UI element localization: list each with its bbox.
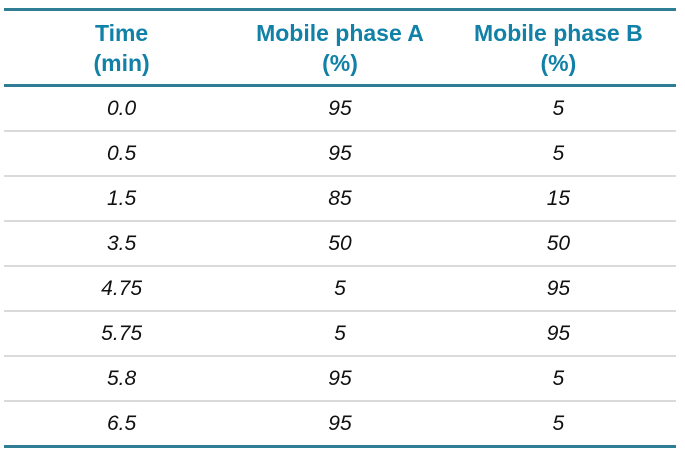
column-header-mobile-phase-a: Mobile phase A (%) xyxy=(239,18,441,78)
cell-time: 0.5 xyxy=(106,141,137,165)
cell-phase-b: 95 xyxy=(546,276,571,300)
cell-time: 1.5 xyxy=(106,186,137,210)
table-row: 6.5 95 5 xyxy=(4,402,676,445)
table-header-row: Time (min) Mobile phase A (%) Mobile pha… xyxy=(4,11,676,87)
column-header-mobile-phase-a-line1: Mobile phase A xyxy=(256,20,424,46)
table-row: 1.5 85 15 xyxy=(4,177,676,222)
column-header-time-line2: (min) xyxy=(93,50,150,76)
cell-phase-a: 85 xyxy=(328,186,352,210)
table-row: 0.0 95 5 xyxy=(4,87,676,132)
cell-phase-b: 95 xyxy=(546,321,571,345)
cell-time: 5.75 xyxy=(101,321,143,345)
cell-time: 4.75 xyxy=(101,276,143,300)
cell-time: 6.5 xyxy=(106,411,137,435)
column-header-time: Time (min) xyxy=(4,18,239,78)
column-header-mobile-phase-b: Mobile phase B (%) xyxy=(441,18,676,78)
cell-phase-b: 5 xyxy=(552,366,565,390)
column-header-mobile-phase-a-line2: (%) xyxy=(322,50,358,76)
cell-phase-b: 5 xyxy=(552,141,565,165)
cell-phase-a: 5 xyxy=(334,276,346,300)
table-row: 0.5 95 5 xyxy=(4,132,676,177)
cell-phase-a: 95 xyxy=(328,141,352,165)
cell-phase-b: 5 xyxy=(552,411,565,435)
cell-time: 5.8 xyxy=(106,366,137,390)
table-row: 5.8 95 5 xyxy=(4,357,676,402)
cell-phase-a: 5 xyxy=(334,321,346,345)
table-row: 5.75 5 95 xyxy=(4,312,676,357)
column-header-mobile-phase-b-line1: Mobile phase B xyxy=(474,20,643,46)
column-header-mobile-phase-b-line2: (%) xyxy=(540,50,577,76)
cell-phase-b: 50 xyxy=(546,231,571,255)
mobile-phase-gradient-table: Time (min) Mobile phase A (%) Mobile pha… xyxy=(4,8,676,448)
cell-phase-a: 50 xyxy=(328,231,352,255)
cell-phase-a: 95 xyxy=(328,366,352,390)
cell-phase-a: 95 xyxy=(328,411,352,435)
cell-phase-a: 95 xyxy=(328,96,352,120)
cell-time: 0.0 xyxy=(106,96,137,120)
cell-phase-b: 5 xyxy=(552,96,565,120)
cell-time: 3.5 xyxy=(106,231,137,255)
table-row: 4.75 5 95 xyxy=(4,267,676,312)
column-header-time-line1: Time xyxy=(94,20,149,46)
table-row: 3.5 50 50 xyxy=(4,222,676,267)
cell-phase-b: 15 xyxy=(546,186,571,210)
